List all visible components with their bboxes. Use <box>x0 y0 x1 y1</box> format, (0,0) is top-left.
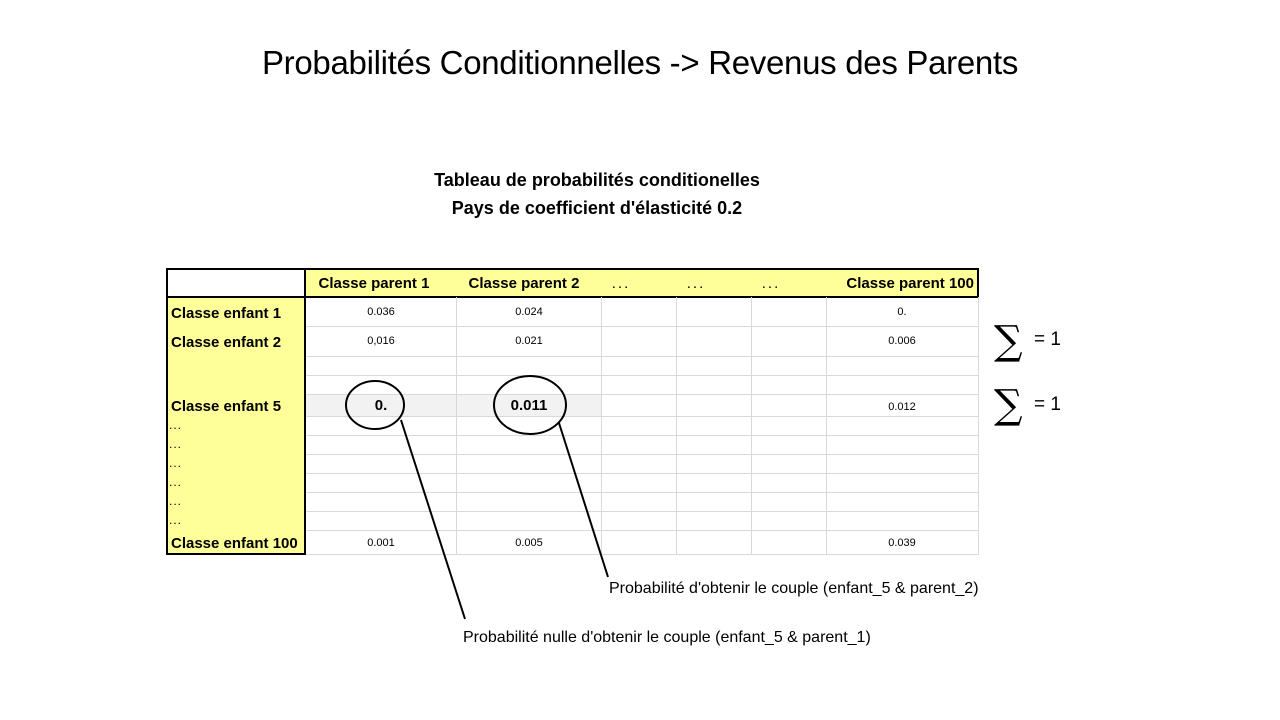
sum-row-enfant-5: = 1 <box>1034 394 1061 415</box>
grid-line <box>306 394 979 395</box>
cell-enfant5-parent1: 0. <box>374 397 388 414</box>
cell-enfant5-parent2: 0.011 <box>510 397 548 414</box>
cell-enfant1-parent1: 0.036 <box>367 306 395 318</box>
grid-line <box>306 326 979 327</box>
annotation-parent-1: Probabilité nulle d'obtenir le couple (e… <box>463 629 871 646</box>
table-caption: Tableau de probabilités conditionelles <box>434 170 760 190</box>
cell-enfant1-parent2: 0.024 <box>515 306 543 318</box>
grid-line <box>306 356 979 357</box>
row-label-enfant-1: Classe enfant 1 <box>171 305 282 322</box>
table-subcaption: Pays de coefficient d'élasticité 0.2 <box>451 198 743 218</box>
annotation-parent-2: Probabilité d'obtenir le couple (enfant_… <box>609 580 979 597</box>
grid-line <box>306 554 979 555</box>
grid-line <box>456 297 457 555</box>
cell-enfant5-parent100: 0.012 <box>888 401 916 413</box>
grid-line <box>306 511 979 512</box>
grid-line <box>601 297 602 555</box>
sum-row-enfant-2: = 1 <box>1034 329 1061 350</box>
column-header-parent-100: Classe parent 100 <box>846 275 974 292</box>
row-ellipsis: ... <box>169 456 183 470</box>
slide-title: Probabilités Conditionnelles -> Revenus … <box>261 44 1019 81</box>
grid-line <box>306 454 979 455</box>
column-header-ellipsis: ... <box>686 275 706 292</box>
cell-enfant100-parent100: 0.039 <box>888 537 916 549</box>
cell-enfant100-parent2: 0.005 <box>515 537 543 549</box>
row-ellipsis: ... <box>169 437 183 451</box>
grid-line <box>306 473 979 474</box>
row-ellipsis: ... <box>169 494 183 508</box>
sigma-icon: ∑ <box>994 382 1023 428</box>
grid-line <box>306 435 979 436</box>
table-corner-cell <box>166 268 306 298</box>
grid-line <box>978 297 979 555</box>
row-label-enfant-100: Classe enfant 100 <box>171 535 298 552</box>
column-header-ellipsis: ... <box>611 275 631 292</box>
row-ellipsis: ... <box>169 418 183 432</box>
cell-enfant2-parent1: 0,016 <box>367 335 395 347</box>
grid-line <box>306 530 979 531</box>
row-header-band <box>166 296 306 555</box>
cell-enfant100-parent1: 0.001 <box>367 537 395 549</box>
cell-enfant1-parent100: 0. <box>897 306 907 318</box>
row-label-enfant-5: Classe enfant 5 <box>171 398 282 415</box>
row-label-enfant-2: Classe enfant 2 <box>171 334 282 351</box>
cell-enfant2-parent100: 0.006 <box>888 335 916 347</box>
grid-line <box>306 492 979 493</box>
grid-line <box>306 375 979 376</box>
column-header-ellipsis: ... <box>761 275 781 292</box>
grid-line <box>676 297 677 555</box>
grid-line <box>306 416 979 417</box>
row-ellipsis: ... <box>169 475 183 489</box>
sigma-icon: ∑ <box>994 318 1023 364</box>
row-ellipsis: ... <box>169 513 183 527</box>
column-header-band <box>304 268 979 298</box>
grid-line <box>751 297 752 555</box>
grid-line <box>826 297 827 555</box>
cell-enfant2-parent2: 0.021 <box>515 335 543 347</box>
column-header-parent-2: Classe parent 2 <box>468 275 580 292</box>
column-header-parent-1: Classe parent 1 <box>318 275 430 292</box>
